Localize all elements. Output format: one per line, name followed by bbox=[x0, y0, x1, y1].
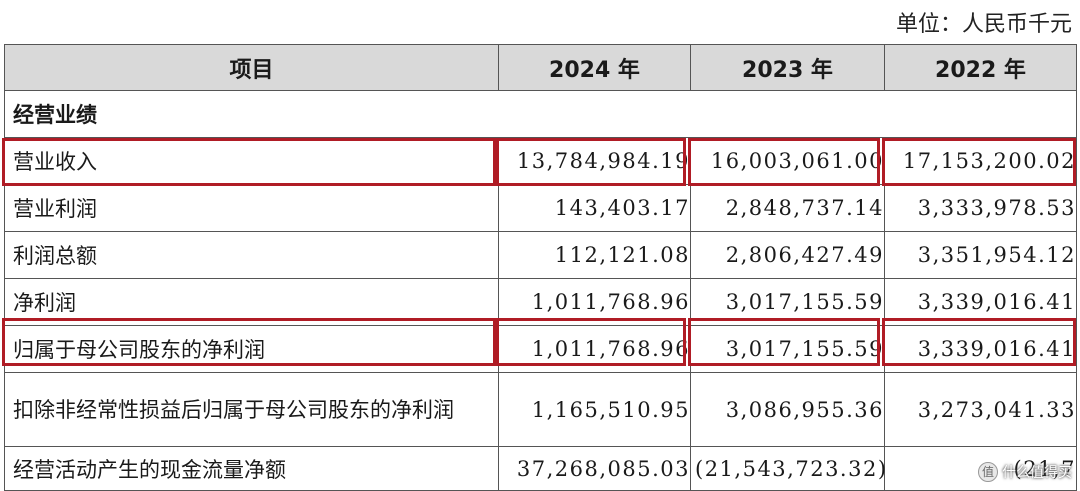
header-item: 项目 bbox=[4, 44, 499, 91]
cell-2024: 13,784,984.19 bbox=[498, 137, 691, 185]
table-row: 营业收入 13,784,984.19 16,003,061.00 17,153,… bbox=[4, 137, 1077, 185]
cell-2023: (21,543,723.32) bbox=[690, 446, 886, 491]
watermark: 值 什么值得买 bbox=[978, 462, 1072, 482]
cell-2024: 1,011,768.96 bbox=[498, 278, 691, 326]
header-2024: 2024 年 bbox=[498, 44, 691, 91]
table-row: 利润总额 112,121.08 2,806,427.49 3,351,954.1… bbox=[4, 231, 1077, 279]
row-label: 营业收入 bbox=[4, 137, 499, 185]
header-2023: 2023 年 bbox=[690, 44, 885, 91]
cell-2023: 2,806,427.49 bbox=[690, 231, 885, 279]
watermark-text: 什么值得买 bbox=[1002, 465, 1072, 481]
cell-2022: 3,339,016.41 bbox=[884, 278, 1077, 326]
row-label: 利润总额 bbox=[4, 231, 499, 279]
cell-2022: 3,351,954.12 bbox=[884, 231, 1077, 279]
row-label: 净利润 bbox=[4, 278, 499, 326]
cell-2022: 3,333,978.53 bbox=[884, 184, 1077, 232]
table-row: 营业利润 143,403.17 2,848,737.14 3,333,978.5… bbox=[4, 184, 1077, 232]
table-row: 净利润 1,011,768.96 3,017,155.59 3,339,016.… bbox=[4, 278, 1077, 326]
header-2022: 2022 年 bbox=[884, 44, 1077, 91]
cell-2023: 3,017,155.59 bbox=[690, 325, 885, 373]
cell-2024: 1,165,510.95 bbox=[498, 372, 691, 447]
section-title: 经营业绩 bbox=[4, 90, 1077, 138]
row-label: 归属于母公司股东的净利润 bbox=[4, 325, 499, 373]
unit-label: 单位：人民币千元 bbox=[895, 12, 1072, 37]
row-label: 扣除非经常性损益后归属于母公司股东的净利润 bbox=[4, 372, 499, 447]
cell-2022: 3,339,016.41 bbox=[884, 325, 1077, 373]
cell-2024: 143,403.17 bbox=[498, 184, 691, 232]
cell-2024: 1,011,768.96 bbox=[498, 325, 691, 373]
cell-2023: 3,017,155.59 bbox=[690, 278, 885, 326]
cell-2022: (21,7 bbox=[884, 446, 1077, 491]
cell-2022: 17,153,200.02 bbox=[884, 137, 1077, 185]
section-row: 经营业绩 bbox=[4, 90, 1077, 138]
cell-2023: 16,003,061.00 bbox=[690, 137, 885, 185]
table-row: 扣除非经常性损益后归属于母公司股东的净利润 1,165,510.95 3,086… bbox=[4, 372, 1077, 447]
row-label: 营业利润 bbox=[4, 184, 499, 232]
row-label: 经营活动产生的现金流量净额 bbox=[4, 446, 499, 491]
cell-2022: 3,273,041.33 bbox=[884, 372, 1077, 447]
table-row: 归属于母公司股东的净利润 1,011,768.96 3,017,155.59 3… bbox=[4, 325, 1077, 373]
cell-2024: 112,121.08 bbox=[498, 231, 691, 279]
cell-2023: 3,086,955.36 bbox=[690, 372, 885, 447]
table-header-row: 项目 2024 年 2023 年 2022 年 bbox=[4, 44, 1077, 91]
cell-2024: 37,268,085.03 bbox=[498, 446, 691, 491]
cell-2023: 2,848,737.14 bbox=[690, 184, 885, 232]
table-row: 经营活动产生的现金流量净额 37,268,085.03 (21,543,723.… bbox=[4, 446, 1077, 491]
financial-table: 项目 2024 年 2023 年 2022 年 经营业绩 营业收入 13,784… bbox=[4, 44, 1077, 491]
watermark-logo-icon: 值 bbox=[978, 462, 998, 482]
